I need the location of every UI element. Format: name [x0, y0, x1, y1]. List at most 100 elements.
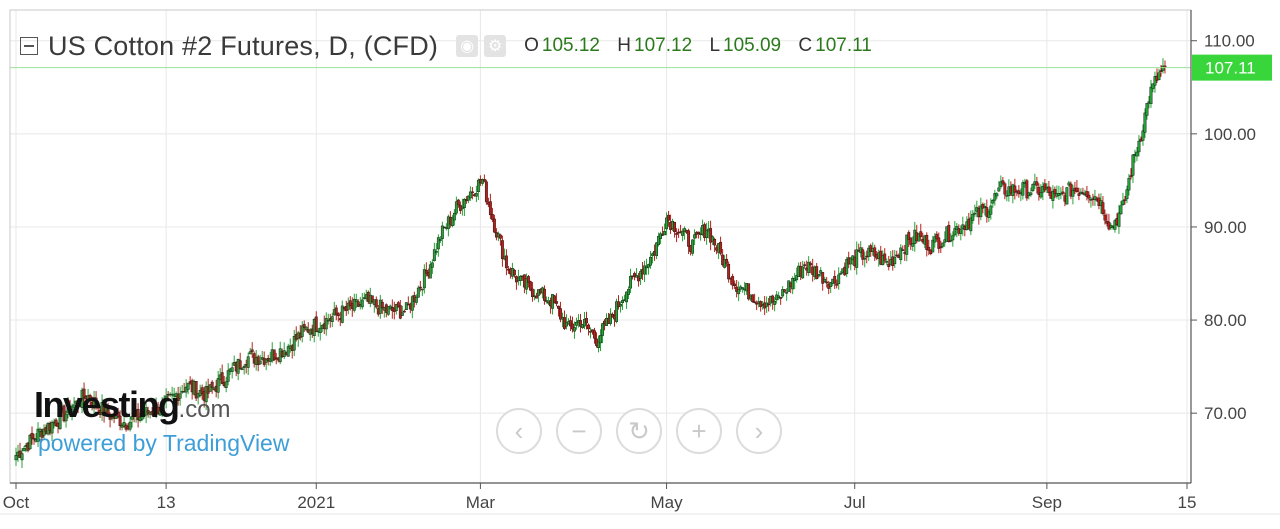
candle	[1119, 200, 1123, 215]
candle	[330, 312, 334, 328]
candle	[899, 244, 903, 265]
candle	[336, 312, 340, 322]
candle	[643, 260, 646, 283]
candle	[955, 222, 959, 238]
candle	[987, 209, 991, 222]
candle	[941, 242, 945, 249]
grid-lines	[10, 10, 1191, 483]
candle	[667, 210, 671, 227]
candle	[651, 252, 654, 264]
candle	[711, 235, 715, 246]
candle	[997, 180, 1001, 192]
candle	[545, 296, 548, 304]
zoom-in-button[interactable]: +	[676, 408, 722, 454]
candle	[885, 258, 889, 266]
gear-icon[interactable]: ⚙	[484, 35, 507, 57]
candle	[573, 321, 576, 339]
candle	[250, 342, 254, 358]
candle	[615, 298, 618, 324]
candle	[625, 291, 628, 309]
zoom-out-button[interactable]: −	[556, 408, 602, 454]
logo-domain: .com	[178, 396, 231, 423]
candle	[242, 363, 246, 375]
candle	[587, 323, 590, 336]
candle	[484, 179, 488, 205]
candle	[50, 420, 54, 442]
candle	[833, 270, 837, 289]
candle	[1117, 204, 1121, 234]
candle	[404, 302, 408, 311]
candle	[1003, 181, 1007, 200]
candle	[773, 297, 777, 312]
candle	[1135, 147, 1139, 162]
candle	[759, 300, 763, 312]
candle	[130, 412, 134, 428]
candle	[557, 305, 560, 317]
close-value: 107.11	[815, 35, 872, 56]
candle	[422, 264, 426, 294]
candle	[258, 354, 262, 365]
candle	[907, 230, 911, 247]
candle	[142, 413, 146, 419]
y-tick-label: 110.00	[1204, 32, 1255, 51]
candle	[931, 235, 935, 253]
reset-button[interactable]: ↻	[616, 408, 662, 454]
candle	[1071, 184, 1075, 205]
candle	[887, 255, 891, 271]
candle	[216, 371, 220, 399]
candle	[360, 292, 364, 310]
candle	[534, 292, 538, 299]
y-axis: 110.00 100.00 90.00 80.00 70.00	[1191, 32, 1256, 423]
candle	[238, 352, 242, 370]
candle	[727, 261, 731, 283]
candle	[420, 288, 424, 297]
candle	[54, 418, 58, 427]
powered-by-tradingview: powered by TradingView	[38, 430, 290, 456]
candle	[1113, 219, 1117, 233]
y-tick-label: 90.00	[1204, 218, 1247, 237]
candle	[530, 281, 534, 302]
investing-logo: Investing.com	[34, 384, 231, 426]
candle	[1157, 68, 1161, 81]
scroll-right-button[interactable]: ›	[736, 408, 782, 454]
candle	[635, 268, 638, 278]
candle	[140, 407, 144, 422]
candle	[803, 261, 807, 269]
candle	[152, 405, 156, 415]
candle	[318, 322, 322, 341]
candle	[1085, 185, 1089, 201]
collapse-icon[interactable]	[20, 37, 38, 55]
candle	[783, 288, 787, 293]
candle	[304, 326, 308, 332]
candle	[158, 404, 162, 417]
candle	[58, 406, 62, 430]
candle	[398, 299, 402, 320]
candle	[96, 403, 100, 412]
candle	[498, 233, 502, 246]
candle	[1145, 102, 1149, 120]
candle	[1127, 173, 1131, 196]
high-value: 107.12	[634, 35, 693, 56]
candle	[122, 417, 126, 428]
candle	[1141, 124, 1145, 146]
candle	[386, 306, 390, 317]
candle	[663, 223, 667, 236]
candle	[488, 193, 492, 220]
candle	[480, 178, 484, 186]
x-tick-label: Oct	[3, 493, 30, 512]
candle	[681, 228, 685, 242]
candle	[410, 295, 414, 319]
candle	[504, 249, 508, 276]
candle	[204, 381, 208, 411]
candle	[687, 228, 691, 255]
scroll-left-button[interactable]: ‹	[496, 408, 542, 454]
eye-icon[interactable]: ◉	[456, 35, 479, 57]
candle	[374, 296, 378, 309]
candle	[474, 185, 478, 203]
candle	[1017, 185, 1021, 198]
candle	[665, 212, 669, 236]
candle	[779, 296, 783, 305]
candle	[935, 231, 939, 242]
x-tick-label: Mar	[466, 493, 496, 512]
